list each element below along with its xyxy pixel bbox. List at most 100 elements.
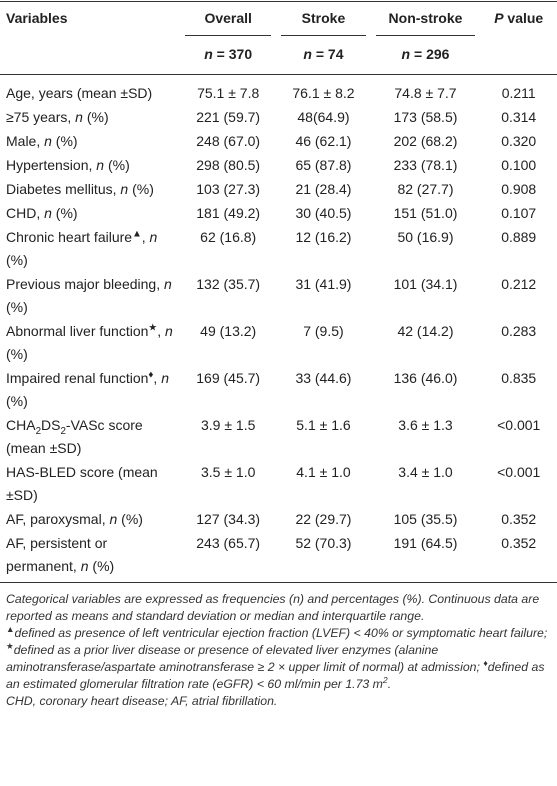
cell: <0.001 [497, 417, 541, 433]
row-label: Chronic heart failure▲, n (%) [0, 226, 180, 273]
text-run: defined as presence of left ventricular … [14, 626, 548, 640]
text-run: = 296 [410, 46, 450, 62]
cell: 5.1 ± 1.6 [296, 417, 351, 433]
row-label: Male, n (%) [0, 130, 180, 154]
cell: 52 (70.3) [276, 532, 371, 583]
cell: 30 (40.5) [295, 205, 352, 221]
row-label: AF, persistent or permanent, n (%) [0, 532, 180, 583]
row-label: Diabetes mellitus, n (%) [0, 178, 180, 202]
text-run: CHD, [6, 205, 45, 221]
styled-run: n [204, 46, 213, 62]
styled-run: P [494, 10, 504, 26]
cell: 0.889 [501, 229, 537, 245]
cell: 22 (29.7) [295, 511, 352, 527]
text-run: CHA [6, 417, 36, 433]
text-run: (%) [128, 181, 154, 197]
text-run: Stroke [301, 10, 346, 26]
cell: 127 (34.3) [196, 511, 261, 527]
cell: 31 (41.9) [295, 276, 352, 292]
styled-run: ★ [6, 640, 14, 651]
table-row: ≥75 years, n (%) 221 (59.7) 48(64.9) 173 (5… [0, 106, 557, 130]
text-run: (%) [6, 346, 28, 362]
column-header: Variables [0, 1, 180, 36]
text-run: Previous major bleeding, [6, 276, 164, 292]
cell: 62 (16.8) [200, 229, 257, 245]
cell: 48(64.9) [297, 109, 350, 125]
table-row: AF, paroxysmal, n (%) 127 (34.3) 22 (29.7)… [0, 508, 557, 532]
cell: 243 (65.7) [180, 532, 277, 583]
cell: 0.835 [501, 370, 537, 386]
cell: 21 (28.4) [295, 181, 352, 197]
column-header: Overall [180, 1, 277, 36]
styled-run: 2 [60, 425, 66, 437]
text-run: = 74 [311, 46, 344, 62]
count-row: n = 370 n = 74 n = 296 [0, 36, 557, 75]
styled-run: 2 [382, 674, 388, 685]
text-run: CHD, coronary heart disease; AF, atrial … [6, 694, 278, 708]
table-row: Previous major bleeding, n (%) 132 (35.7)… [0, 273, 557, 320]
cell: 0.100 [501, 157, 537, 173]
text-run: AF, paroxysmal, [6, 511, 110, 527]
text-run: Variables [6, 10, 68, 26]
cell: 74.8 ± 7.7 [394, 85, 457, 101]
cell: 0.107 [501, 205, 537, 221]
text-run: defined as an estimated glomerular filtr… [6, 660, 545, 691]
row-label: CHD, n (%) [0, 202, 180, 226]
text-run: value [503, 10, 544, 26]
text-run: (%) [6, 252, 28, 268]
cell: 12 (16.2) [295, 229, 352, 245]
text-run: (%) [88, 558, 115, 574]
styled-run: n [96, 157, 105, 173]
cell: 136 (46.0) [393, 370, 458, 386]
empty-cell [0, 36, 180, 75]
footnote: Categorical variables are expressed as f… [6, 591, 551, 625]
text-run: DS [41, 417, 61, 433]
cell: 103 (27.3) [196, 181, 261, 197]
table-row: Hypertension, n (%) 298 (80.5) 65 (87.8) 23… [0, 154, 557, 178]
table-row: Male, n (%) 248 (67.0) 46 (62.1) 202 (68.2)… [0, 130, 557, 154]
styled-run: n [120, 181, 129, 197]
table-row: CHA2DS2-VASc score (mean ±SD) 3.9 ± 1.5 5.… [0, 414, 557, 461]
row-label: AF, paroxysmal, n (%) [0, 508, 180, 532]
text-run: Male, [6, 133, 45, 149]
styled-run: n [161, 370, 169, 386]
text-run: (%) [117, 511, 143, 527]
footnotes: Categorical variables are expressed as f… [0, 583, 557, 710]
styled-run: ♦ [483, 657, 488, 668]
text-run: Diabetes mellitus, [6, 181, 121, 197]
cell: 82 (27.7) [397, 181, 454, 197]
row-label: Abnormal liver function★, n (%) [0, 320, 180, 367]
cell: 0.314 [501, 109, 537, 125]
cell: 33 (44.6) [295, 370, 352, 386]
cell: 233 (78.1) [393, 157, 458, 173]
table-row: Chronic heart failure▲, n (%) 62 (16.8) 12… [0, 226, 557, 273]
text-run: AF, persistent or permanent, [6, 535, 108, 574]
row-label: Hypertension, n (%) [0, 154, 180, 178]
styled-run: ▲ [132, 228, 142, 240]
table-row: Diabetes mellitus, n (%) 103 (27.3) 21 (28… [0, 178, 557, 202]
cell: 3.5 ± 1.0 [200, 464, 256, 480]
cell: 191 (64.5) [370, 532, 481, 583]
text-run: (%) [6, 393, 28, 409]
cell: 221 (59.7) [196, 109, 261, 125]
text-run: Age, years (mean ±SD) [6, 85, 153, 101]
header-row: Variables Overall Stroke Non-stroke P value [0, 1, 557, 36]
cell: 0.212 [501, 276, 537, 292]
row-label: Impaired renal function♦, n (%) [0, 367, 180, 414]
table-row: HAS-BLED score (mean ±SD) 3.5 ± 1.0 4.1 ± … [0, 461, 557, 508]
text-run: , [153, 370, 162, 386]
text-run: = 370 [212, 46, 253, 62]
row-label: HAS-BLED score (mean ±SD) [0, 461, 180, 508]
cell: <0.001 [497, 464, 541, 480]
styled-run: ♦ [148, 369, 154, 381]
row-label: Age, years (mean ±SD) [0, 75, 180, 106]
footnote: CHD, coronary heart disease; AF, atrial … [6, 693, 551, 710]
cell: 202 (68.2) [393, 133, 458, 149]
styled-run: ★ [148, 322, 158, 334]
cell: 132 (35.7) [196, 276, 261, 292]
cell: 173 (58.5) [393, 109, 458, 125]
cell: 105 (35.5) [393, 511, 458, 527]
table-row: Impaired renal function♦, n (%) 169 (45.7… [0, 367, 557, 414]
styled-run: n [44, 133, 52, 149]
